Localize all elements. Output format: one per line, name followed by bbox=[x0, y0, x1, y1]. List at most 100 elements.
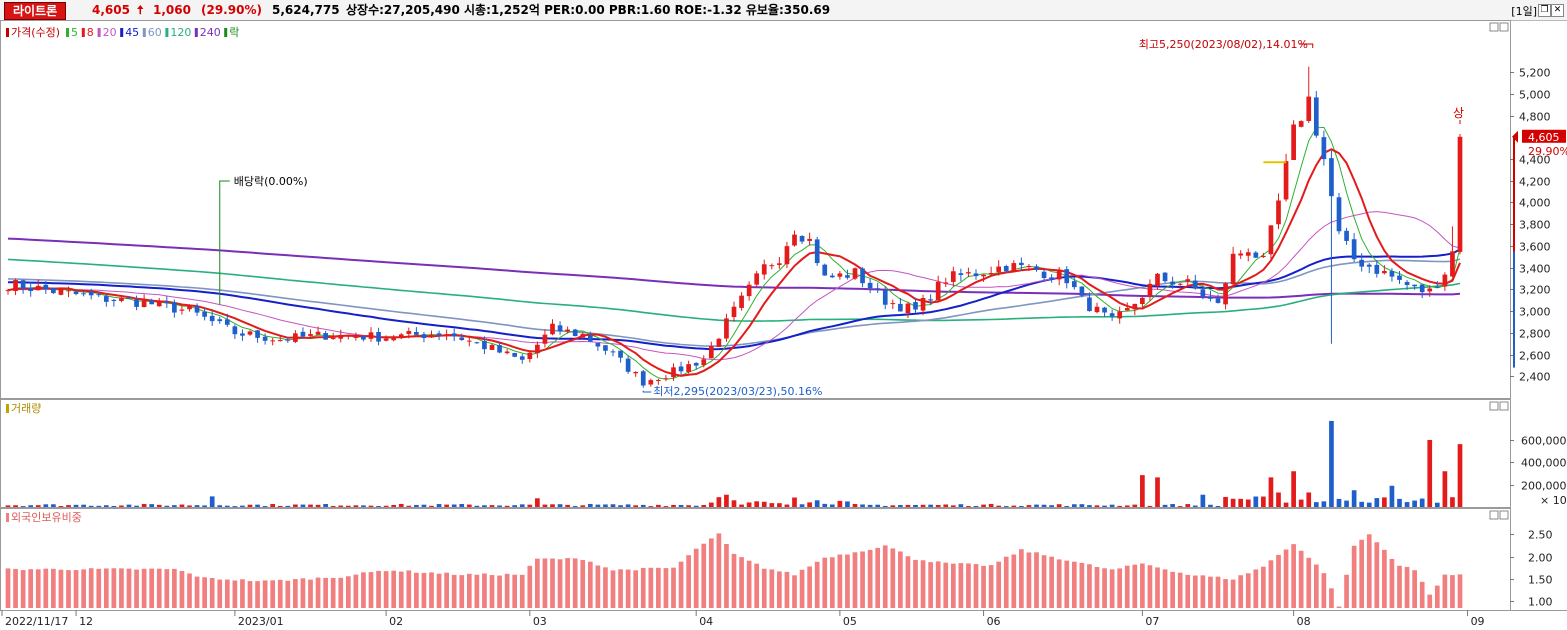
volume-bar bbox=[829, 504, 835, 507]
candle bbox=[255, 330, 260, 338]
candle bbox=[1109, 313, 1115, 317]
volume-bar bbox=[1003, 506, 1009, 508]
x-tick-label: 05 bbox=[843, 615, 857, 628]
candle bbox=[1450, 251, 1455, 277]
foreign-bar bbox=[663, 568, 669, 608]
last-price-label: 4,605 bbox=[1528, 131, 1560, 144]
candle bbox=[262, 336, 268, 341]
volume-bar bbox=[663, 506, 669, 508]
volume-bar bbox=[1268, 477, 1274, 507]
volume-bar bbox=[1412, 500, 1417, 507]
foreign-bar bbox=[784, 571, 790, 608]
foreign-bar bbox=[769, 569, 775, 608]
price-tick-label: 3,600 bbox=[1519, 241, 1551, 254]
window-restore-button[interactable]: ❐ bbox=[1538, 4, 1551, 17]
foreign-bar bbox=[232, 580, 238, 608]
up-arrow-icon: 🠅 bbox=[137, 3, 144, 17]
volume-bar bbox=[1366, 502, 1372, 507]
candle bbox=[285, 339, 291, 341]
candle bbox=[126, 297, 132, 299]
candle bbox=[542, 334, 548, 344]
candle bbox=[784, 246, 790, 265]
candle bbox=[746, 284, 752, 297]
candle bbox=[837, 273, 843, 277]
x-tick-label: 02 bbox=[389, 615, 403, 628]
foreign-bar bbox=[913, 559, 918, 608]
volume-bar bbox=[1245, 499, 1251, 507]
candle bbox=[882, 290, 888, 305]
foreign-bar bbox=[13, 568, 18, 608]
volume-bar bbox=[361, 505, 366, 507]
foreign-bar bbox=[81, 569, 86, 608]
foreign-bar bbox=[845, 554, 850, 608]
foreign-bar bbox=[1056, 559, 1062, 608]
volume-bar bbox=[315, 504, 321, 507]
candle bbox=[323, 333, 328, 340]
foreign-bar bbox=[119, 568, 124, 608]
candle bbox=[1366, 264, 1372, 267]
volume-bar bbox=[1283, 502, 1289, 507]
period-selector[interactable]: [1일] bbox=[1511, 5, 1537, 18]
foreign-bar bbox=[134, 569, 139, 608]
candle bbox=[81, 293, 86, 295]
foreign-tick-label: 2.50 bbox=[1528, 529, 1553, 542]
foreign-bar bbox=[172, 568, 177, 608]
foreign-bar bbox=[792, 575, 797, 608]
candle bbox=[20, 280, 26, 289]
volume-bar bbox=[966, 506, 971, 508]
legend-swatch bbox=[165, 28, 169, 37]
foreign-bar bbox=[1374, 542, 1380, 608]
foreign-bar bbox=[1185, 574, 1191, 608]
foreign-bar bbox=[1064, 560, 1070, 608]
stock-name[interactable]: 라이트론 bbox=[4, 2, 67, 20]
volume-bar bbox=[368, 505, 374, 507]
ex-dividend-marker bbox=[219, 180, 230, 305]
candle bbox=[935, 281, 941, 301]
candle bbox=[1064, 269, 1070, 284]
foreign-bar bbox=[1253, 569, 1259, 608]
foreign-bar bbox=[1276, 554, 1281, 608]
candle bbox=[807, 238, 812, 241]
volume-bar bbox=[126, 504, 132, 507]
legend-item-0: 가격(수정) bbox=[11, 26, 60, 39]
panel-close-icon bbox=[1499, 22, 1509, 32]
candle bbox=[724, 318, 729, 339]
ex-dividend-label: 배당락(0.00%) bbox=[234, 175, 308, 188]
candle bbox=[1261, 255, 1266, 258]
volume-bar bbox=[277, 505, 283, 507]
candle bbox=[792, 234, 797, 246]
foreign-bar bbox=[308, 579, 313, 608]
close-button[interactable]: ✕ bbox=[1551, 4, 1564, 17]
candle bbox=[1034, 266, 1039, 270]
x-tick-label: 06 bbox=[987, 615, 1001, 628]
foreign-bar bbox=[58, 569, 64, 608]
volume-bar bbox=[867, 504, 873, 507]
foreign-bar bbox=[527, 565, 533, 608]
price-tick-label: 3,200 bbox=[1519, 284, 1551, 297]
foreign-bar bbox=[1359, 539, 1365, 608]
volume-bar bbox=[1404, 502, 1410, 507]
candle bbox=[1079, 286, 1085, 296]
candle bbox=[701, 359, 707, 366]
volume-bar bbox=[58, 505, 64, 507]
foreign-bar bbox=[988, 565, 994, 608]
candle bbox=[1041, 271, 1047, 278]
candle bbox=[308, 334, 313, 336]
volume-bar bbox=[1064, 506, 1070, 508]
volume-bar bbox=[724, 494, 729, 507]
foreign-bar bbox=[217, 579, 223, 608]
candle bbox=[43, 284, 49, 290]
candle bbox=[5, 290, 11, 292]
x-tick-label: 03 bbox=[533, 615, 547, 628]
foreign-bar bbox=[429, 572, 434, 608]
ma8-line bbox=[7, 148, 1461, 377]
volume-tick-label: 600,000 bbox=[1521, 435, 1567, 448]
foreign-bar bbox=[1011, 554, 1017, 608]
volume-bar bbox=[164, 505, 170, 507]
foreign-bar bbox=[43, 568, 49, 608]
volume-bar bbox=[1329, 420, 1334, 507]
foreign-bar bbox=[1208, 576, 1213, 608]
candle bbox=[451, 333, 457, 337]
candle bbox=[1049, 277, 1054, 280]
candle bbox=[1291, 124, 1296, 160]
